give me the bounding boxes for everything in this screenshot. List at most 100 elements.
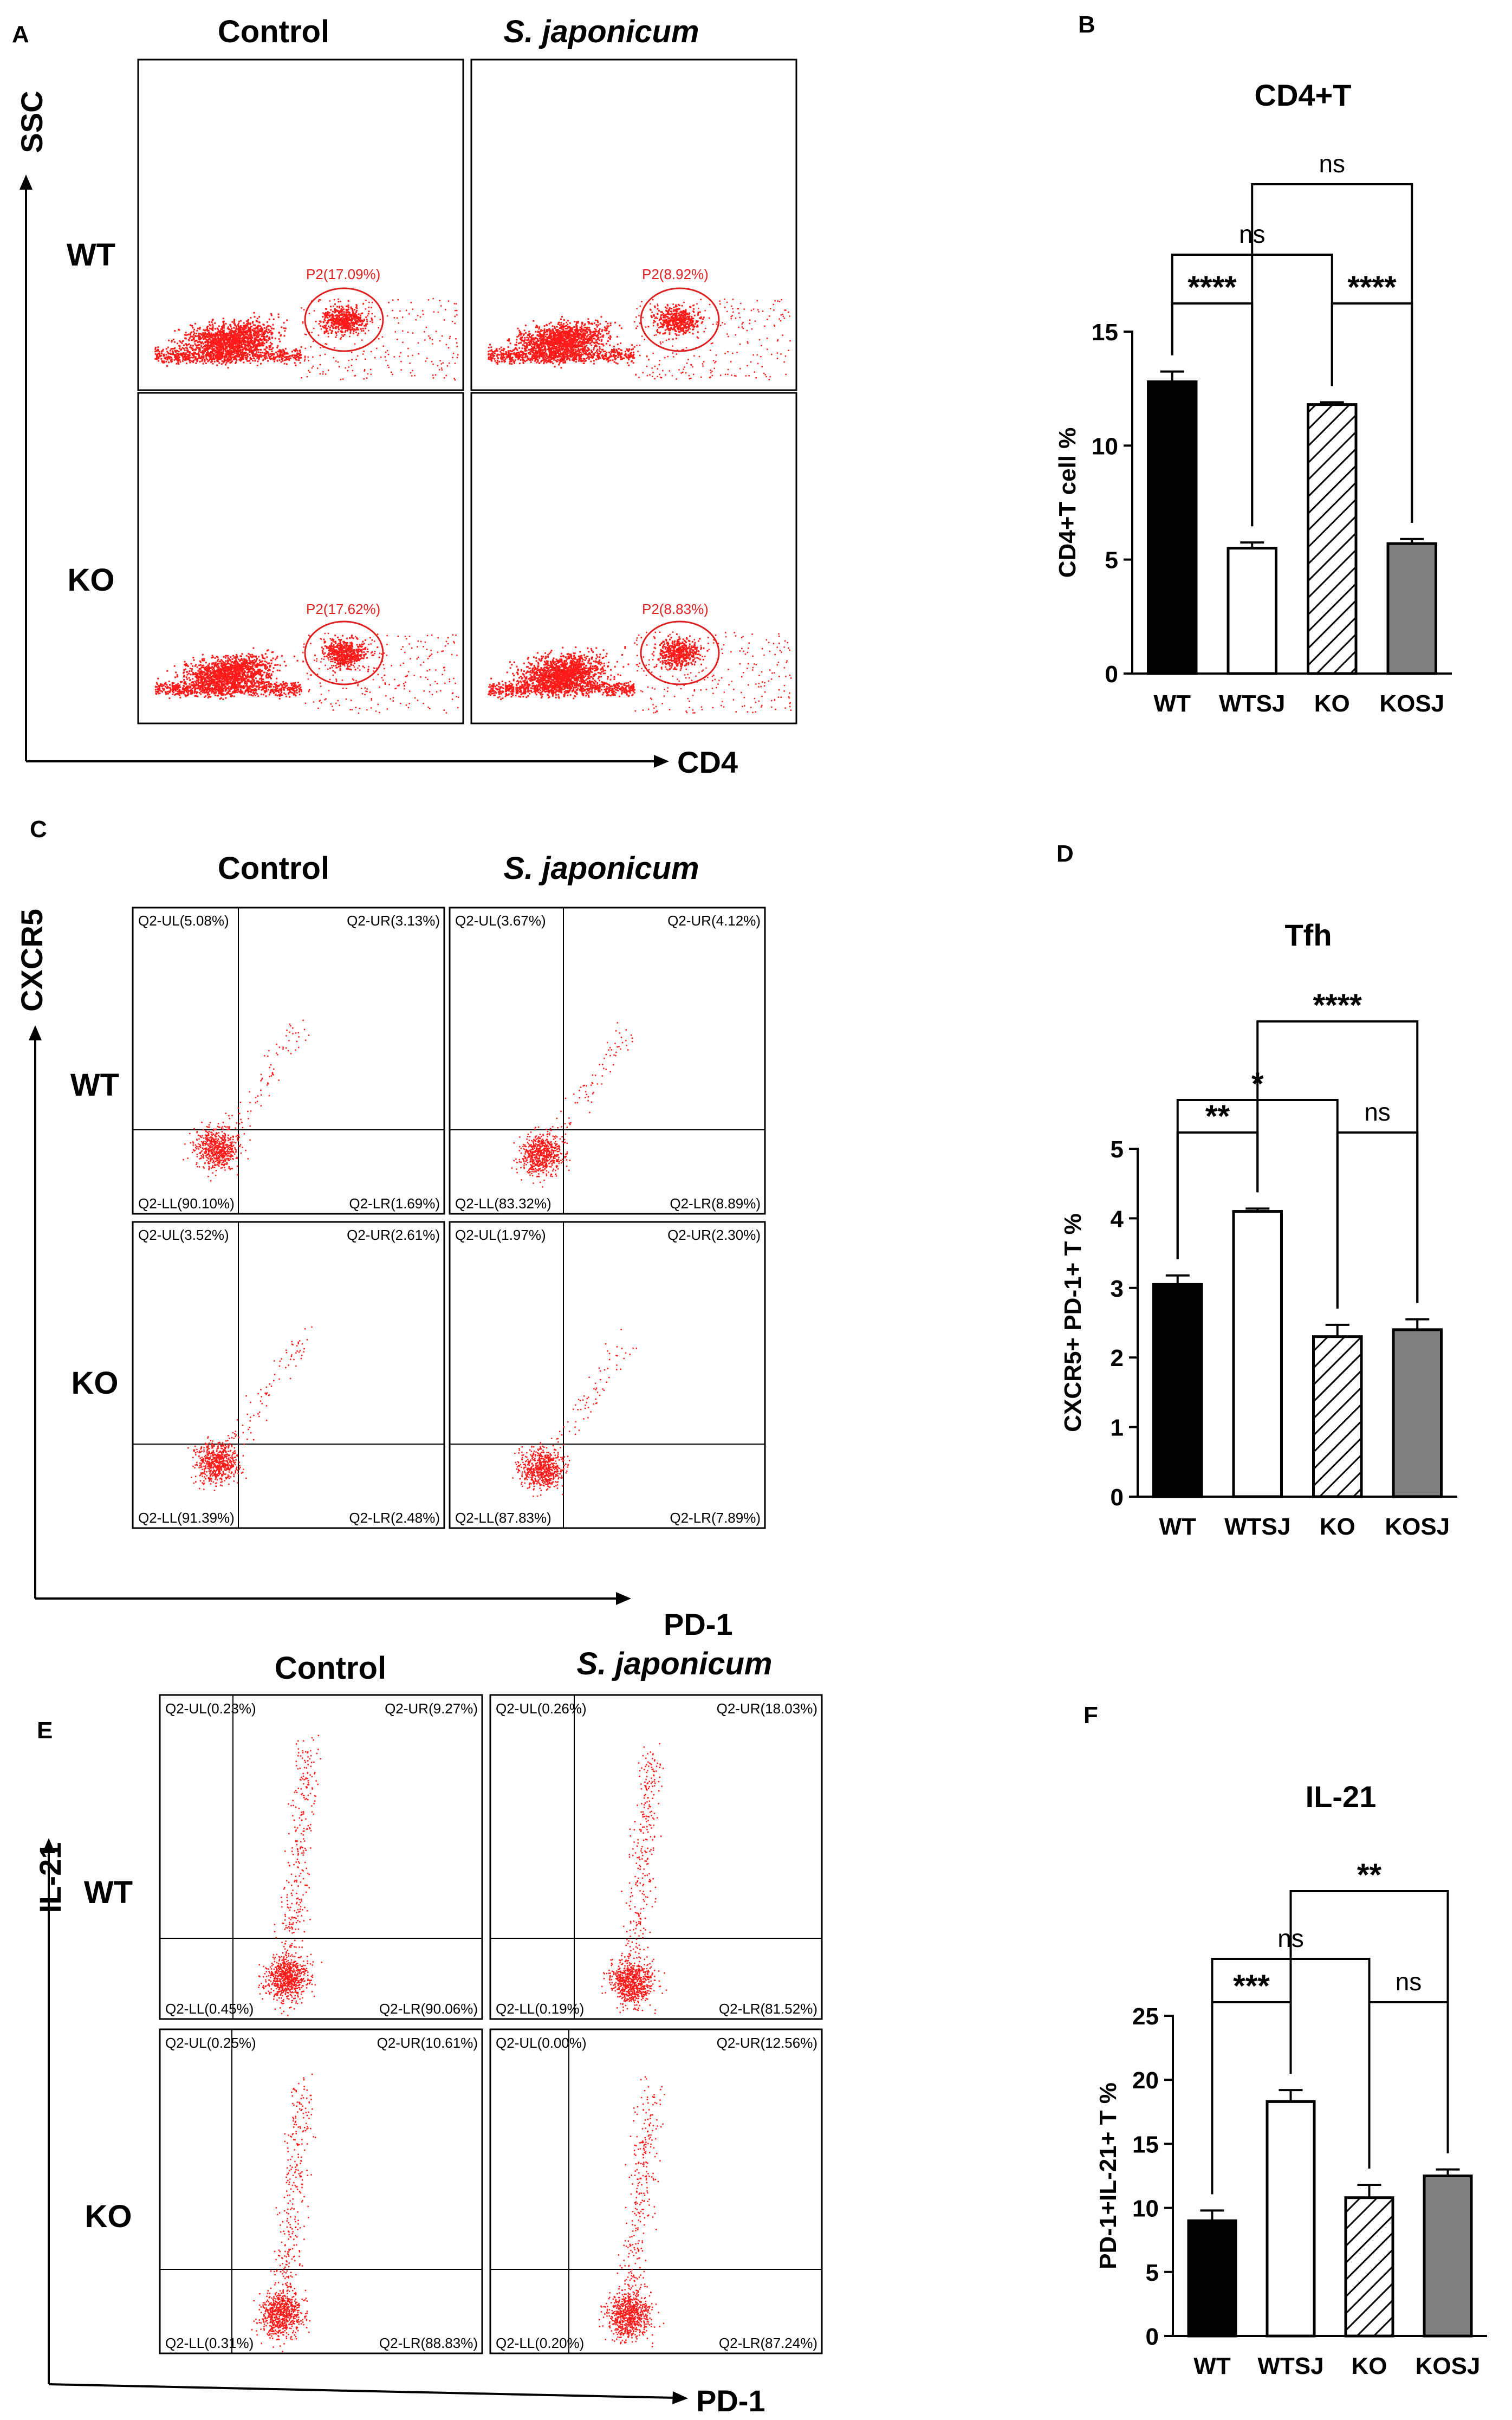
a-gate-ellipse: [304, 287, 384, 352]
e-quad-ul: Q2-UL(0.00%): [496, 2035, 587, 2051]
b-x-tick-label: KO: [1314, 690, 1350, 717]
e-quad-ur: Q2-UR(9.27%): [385, 1700, 478, 1717]
f-significance-label: ***: [1233, 1969, 1270, 2004]
c-scatter-points: [183, 1019, 638, 1497]
f-bar-chart: IL-21 0 5 10 15 20 25 PD-1+IL-21+ T % WT WTSJ KO KO…: [1095, 1780, 1487, 2379]
a-plot-wt-sj: [470, 59, 797, 391]
e-quad-ul: Q2-UL(0.23%): [165, 1700, 256, 1717]
c-x-axis-label: PD-1: [664, 1607, 733, 1641]
c-col-label-control: Control: [218, 851, 329, 886]
e-scatter-points: [251, 1735, 667, 2352]
c-quad-ur: Q2-UR(2.30%): [667, 1227, 761, 1243]
c-scatter-dots: [183, 1019, 638, 1497]
c-quad-ll: Q2-LL(87.83%): [455, 1510, 551, 1526]
a-x-axis-label: CD4: [677, 745, 738, 779]
f-bar-kosj: [1423, 2175, 1473, 2338]
d-y-tick-label: 0: [1111, 1484, 1124, 1511]
e-quad-ll: Q2-LL(0.20%): [496, 2335, 584, 2351]
c-plot-wt-control: [132, 907, 445, 1215]
c-y-axis-arrowhead: [29, 1025, 42, 1040]
a-x-axis-arrowhead: [654, 755, 669, 768]
d-bar-wt: [1152, 1283, 1203, 1498]
e-quad-ur: Q2-UR(18.03%): [717, 1700, 817, 1717]
f-bar-wt: [1187, 2219, 1237, 2338]
panel-f: F IL-21 0 5 10 15 20 25 PD-1+IL-21+ T % WT WTSJ KO…: [1083, 1702, 1487, 2379]
f-significance-bracket: [1289, 1890, 1449, 2153]
a-plot-ko-sj: [470, 392, 797, 724]
e-quad-ll: Q2-LL(0.19%): [496, 2001, 584, 2017]
b-x-tick-label: KOSJ: [1379, 690, 1444, 717]
e-quad-ll: Q2-LL(0.31%): [165, 2335, 254, 2351]
d-y-tick-label: 2: [1111, 1345, 1124, 1371]
f-y-axis-label: PD-1+IL-21+ T %: [1095, 2082, 1121, 2269]
d-significance-label: **: [1205, 1099, 1230, 1134]
c-quad-ul: Q2-UL(3.67%): [455, 913, 546, 929]
c-quad-lr: Q2-LR(8.89%): [670, 1195, 761, 1212]
panel-a: A Control S. japonicum WT KO P2(17.09%) …: [12, 14, 797, 779]
e-plot-ko-sj: [489, 2028, 823, 2354]
d-bar-chart: Tfh 0 1 2 3 4 5 CXCR5+ PD-1+ T % WT WTSJ KO KOSJ ** n…: [1060, 918, 1457, 1540]
d-significance-label: ns: [1364, 1098, 1391, 1126]
b-bar-ko: [1307, 403, 1358, 675]
d-significance-bracket: [1336, 1131, 1419, 1309]
panel-letter-e: E: [37, 1717, 53, 1744]
b-bar-chart: CD4+T 0 5 10 15 CD4+T cell % WT WTSJ KO KOSJ **** *…: [1054, 78, 1452, 717]
f-y-tick-label: 5: [1146, 2260, 1159, 2286]
d-x-tick-label: KOSJ: [1385, 1513, 1450, 1540]
e-scatter-dots: [251, 1735, 667, 2352]
panel-letter-f: F: [1083, 1702, 1098, 1729]
f-y-tick-label: 10: [1132, 2196, 1159, 2222]
b-bar-wt: [1147, 380, 1198, 675]
b-significance-bracket: [1251, 183, 1413, 527]
f-y-tick-label: 25: [1132, 2003, 1159, 2030]
d-y-tick-label: 5: [1111, 1136, 1124, 1163]
e-quad-ul: Q2-UL(0.25%): [165, 2035, 256, 2051]
d-y-axis-label: CXCR5+ PD-1+ T %: [1060, 1213, 1086, 1432]
b-significance-label: ****: [1187, 270, 1237, 305]
c-quad-lr: Q2-LR(1.69%): [349, 1195, 440, 1212]
d-y-tick-label: 3: [1111, 1276, 1124, 1302]
e-quad-lr: Q2-LR(87.24%): [719, 2335, 817, 2351]
b-y-tick-label: 10: [1092, 433, 1118, 460]
b-x-tick-label: WT: [1154, 690, 1191, 717]
a-gate-label: P2(8.83%): [642, 601, 709, 617]
d-bar-ko: [1312, 1335, 1363, 1498]
a-gate-ellipse: [304, 620, 384, 685]
f-bar-ko: [1344, 2196, 1394, 2338]
f-x-tick-label: KO: [1352, 2353, 1387, 2379]
e-row-label-wt: WT: [84, 1875, 133, 1910]
b-y-tick-label: 15: [1092, 319, 1118, 346]
f-y-tick-label: 20: [1132, 2067, 1159, 2094]
b-chart-title: CD4+T: [1255, 78, 1352, 112]
a-y-axis-arrowhead: [20, 174, 33, 190]
a-row-label-ko: KO: [68, 562, 115, 598]
b-x-tick-label: WTSJ: [1219, 690, 1285, 717]
c-plot-ko-sj: [449, 1221, 766, 1529]
d-y-tick-label: 1: [1111, 1415, 1124, 1441]
c-row-label-ko: KO: [72, 1366, 119, 1401]
d-x-tick-label: WT: [1159, 1513, 1197, 1540]
f-y-tick-label: 0: [1146, 2324, 1159, 2350]
e-col-label-sjaponicum: S. japonicum: [577, 1646, 773, 1681]
e-quad-ur: Q2-UR(10.61%): [377, 2035, 478, 2051]
panel-b: B CD4+T 0 5 10 15 CD4+T cell % WT WTSJ KO KOSJ ***…: [1054, 11, 1452, 717]
f-x-tick-label: KOSJ: [1416, 2353, 1481, 2379]
panel-letter-d: D: [1056, 840, 1074, 867]
e-quad-ur: Q2-UR(12.56%): [717, 2035, 817, 2051]
a-gate-label: P2(17.62%): [306, 601, 380, 617]
e-quad-lr: Q2-LR(88.83%): [379, 2335, 478, 2351]
a-gate-label: P2(8.92%): [642, 266, 709, 282]
panel-d: D Tfh 0 1 2 3 4 5 CXCR5+ PD-1+ T % WT WTSJ KO KOSJ *…: [1056, 840, 1457, 1540]
b-bar-kosj: [1386, 542, 1437, 675]
c-quad-ur: Q2-UR(4.12%): [667, 913, 761, 929]
a-gate-ellipse: [640, 620, 720, 685]
c-quad-ll: Q2-LL(91.39%): [138, 1510, 235, 1526]
c-quad-ur: Q2-UR(3.13%): [347, 913, 440, 929]
c-x-axis-arrowhead: [616, 1592, 631, 1605]
e-quad-ll: Q2-LL(0.45%): [165, 2001, 254, 2017]
e-quad-lr: Q2-LR(90.06%): [379, 2001, 478, 2017]
c-quad-lr: Q2-LR(7.89%): [670, 1510, 761, 1526]
d-bar-wtsj: [1232, 1210, 1283, 1498]
d-bar-kosj: [1392, 1328, 1443, 1498]
